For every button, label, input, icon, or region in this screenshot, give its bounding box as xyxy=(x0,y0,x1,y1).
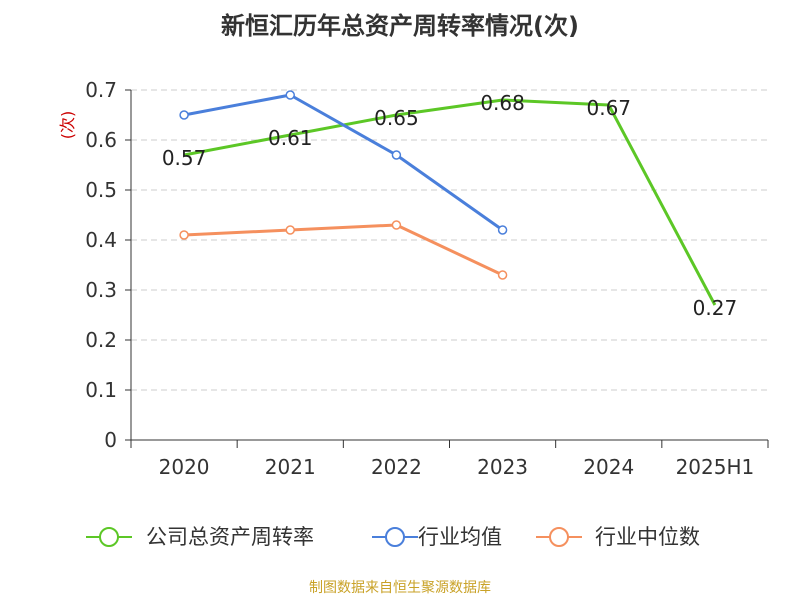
data-point xyxy=(179,230,189,240)
y-tick-label: 0.2 xyxy=(85,328,117,352)
y-tick-label: 0.7 xyxy=(85,78,117,102)
data-point xyxy=(179,110,189,120)
y-axis-label: (次) xyxy=(58,111,77,140)
axis-layer: 0 0.1 0.2 0.3 0.4 0.5 0.6 0.7 (次) 2020 2021 2022 202… xyxy=(58,78,769,479)
y-tick-label: 0.1 xyxy=(85,378,117,402)
series-line-2 xyxy=(183,93,504,232)
data-label: 0.61 xyxy=(268,126,313,150)
data-label: 0.27 xyxy=(693,296,738,320)
legend-label: 行业中位数 xyxy=(595,525,700,549)
data-point xyxy=(285,225,295,235)
x-tick-label: 2023 xyxy=(477,455,528,479)
data-label: 0.67 xyxy=(586,96,631,120)
legend[interactable]: 公司总资产周转率 行业均值 行业中位数 xyxy=(86,525,700,549)
legend-marker-icon xyxy=(385,527,405,547)
legend-item-3[interactable]: 行业中位数 xyxy=(536,525,700,549)
series-layer xyxy=(179,90,717,306)
y-tick-label: 0.5 xyxy=(85,178,117,202)
grid-layer xyxy=(131,89,768,391)
legend-item-2[interactable]: 行业均值 xyxy=(372,525,502,549)
legend-label: 公司总资产周转率 xyxy=(146,525,314,549)
y-tick-label: 0.6 xyxy=(85,128,117,152)
legend-item-1[interactable]: 公司总资产周转率 xyxy=(86,525,314,549)
series-line-3 xyxy=(184,223,504,277)
x-tick-label: 2025H1 xyxy=(676,455,755,479)
x-tick-label: 2022 xyxy=(371,455,422,479)
y-tick-label: 0.4 xyxy=(85,228,117,252)
data-label: 0.68 xyxy=(480,91,525,115)
x-tick-label: 2020 xyxy=(159,455,210,479)
data-label-layer: 0.57 0.61 0.65 0.68 0.67 0.27 xyxy=(162,91,737,320)
series-line-1 xyxy=(183,98,717,306)
data-point xyxy=(285,90,295,100)
y-tick-label: 0 xyxy=(104,428,117,452)
legend-label: 行业均值 xyxy=(418,525,502,549)
data-point xyxy=(391,150,402,160)
data-source-note: 制图数据来自恒生聚源数据库 xyxy=(309,580,491,596)
legend-marker-icon xyxy=(99,527,119,547)
y-tick-label: 0.3 xyxy=(85,278,117,302)
legend-marker-icon xyxy=(549,527,569,547)
data-label: 0.65 xyxy=(374,106,419,130)
x-tick-label: 2024 xyxy=(583,455,634,479)
x-tick-label: 2021 xyxy=(265,455,316,479)
data-point xyxy=(497,225,508,235)
data-point xyxy=(391,220,402,230)
data-point xyxy=(497,270,508,280)
chart-title: 新恒汇历年总资产周转率情况(次) xyxy=(221,12,579,40)
data-label: 0.57 xyxy=(162,146,207,170)
